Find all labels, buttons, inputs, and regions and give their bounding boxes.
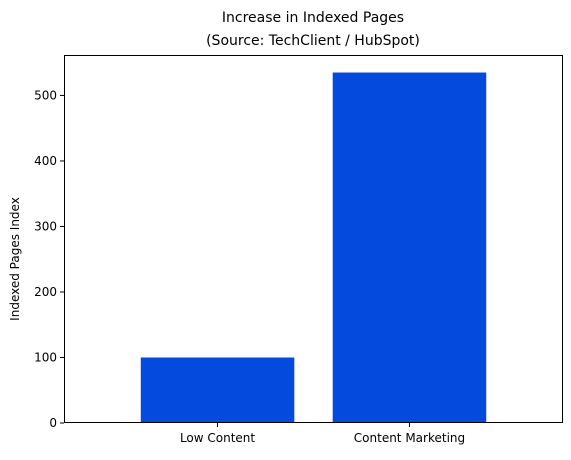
y-tick-label: 100 — [34, 350, 57, 364]
bars-layer — [140, 72, 487, 424]
y-tick-label: 500 — [34, 88, 57, 102]
chart-subtitle: (Source: TechClient / HubSpot) — [206, 33, 420, 49]
chart-title: Increase in Indexed Pages — [222, 10, 404, 26]
y-tick-label: 0 — [49, 416, 57, 430]
bar-0 — [140, 357, 295, 423]
plot-frame — [64, 55, 563, 423]
y-tick-label: 300 — [34, 219, 57, 233]
y-ticks-layer: 0 100 200 300 400 500 — [34, 88, 64, 430]
y-axis-label: Indexed Pages Index — [8, 197, 22, 321]
y-tick-label: 200 — [34, 285, 57, 299]
y-tick-label: 400 — [34, 154, 57, 168]
x-tick-label: Low Content — [180, 431, 255, 445]
bar-1 — [332, 72, 487, 424]
x-tick-label: Content Marketing — [354, 431, 465, 445]
x-ticks-layer: Low Content Content Marketing — [180, 423, 465, 445]
